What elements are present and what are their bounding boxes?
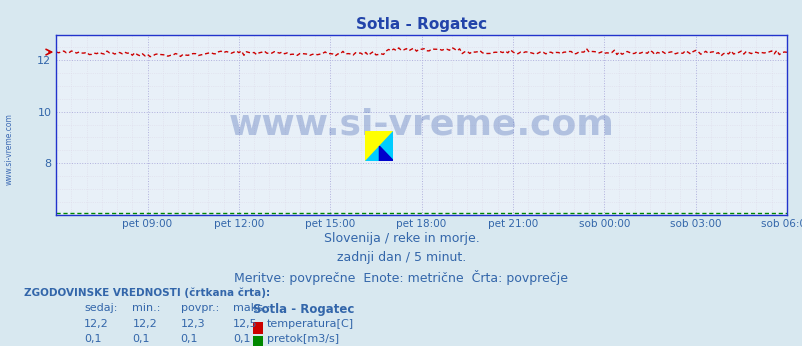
Polygon shape — [365, 131, 393, 161]
Polygon shape — [365, 131, 393, 161]
Text: 12,3: 12,3 — [180, 319, 205, 329]
Text: www.si-vreme.com: www.si-vreme.com — [229, 108, 614, 142]
Text: 12,2: 12,2 — [132, 319, 157, 329]
Text: maks.:: maks.: — [233, 303, 269, 313]
Text: 12,5: 12,5 — [233, 319, 257, 329]
Text: 0,1: 0,1 — [84, 334, 102, 344]
Text: pretok[m3/s]: pretok[m3/s] — [266, 334, 338, 344]
Text: 12,2: 12,2 — [84, 319, 109, 329]
Text: Sotla - Rogatec: Sotla - Rogatec — [253, 303, 354, 316]
Text: 0,1: 0,1 — [132, 334, 150, 344]
Text: zadnji dan / 5 minut.: zadnji dan / 5 minut. — [337, 251, 465, 264]
Text: Meritve: povprečne  Enote: metrične  Črta: povprečje: Meritve: povprečne Enote: metrične Črta:… — [234, 270, 568, 285]
Polygon shape — [379, 146, 393, 161]
Text: sedaj:: sedaj: — [84, 303, 118, 313]
Text: min.:: min.: — [132, 303, 160, 313]
Text: 0,1: 0,1 — [180, 334, 198, 344]
Text: Slovenija / reke in morje.: Slovenija / reke in morje. — [323, 232, 479, 245]
Title: Sotla - Rogatec: Sotla - Rogatec — [355, 17, 487, 32]
Text: 0,1: 0,1 — [233, 334, 250, 344]
Text: povpr.:: povpr.: — [180, 303, 219, 313]
Text: ZGODOVINSKE VREDNOSTI (črtkana črta):: ZGODOVINSKE VREDNOSTI (črtkana črta): — [24, 287, 270, 298]
Text: www.si-vreme.com: www.si-vreme.com — [5, 113, 14, 185]
Text: temperatura[C]: temperatura[C] — [266, 319, 353, 329]
